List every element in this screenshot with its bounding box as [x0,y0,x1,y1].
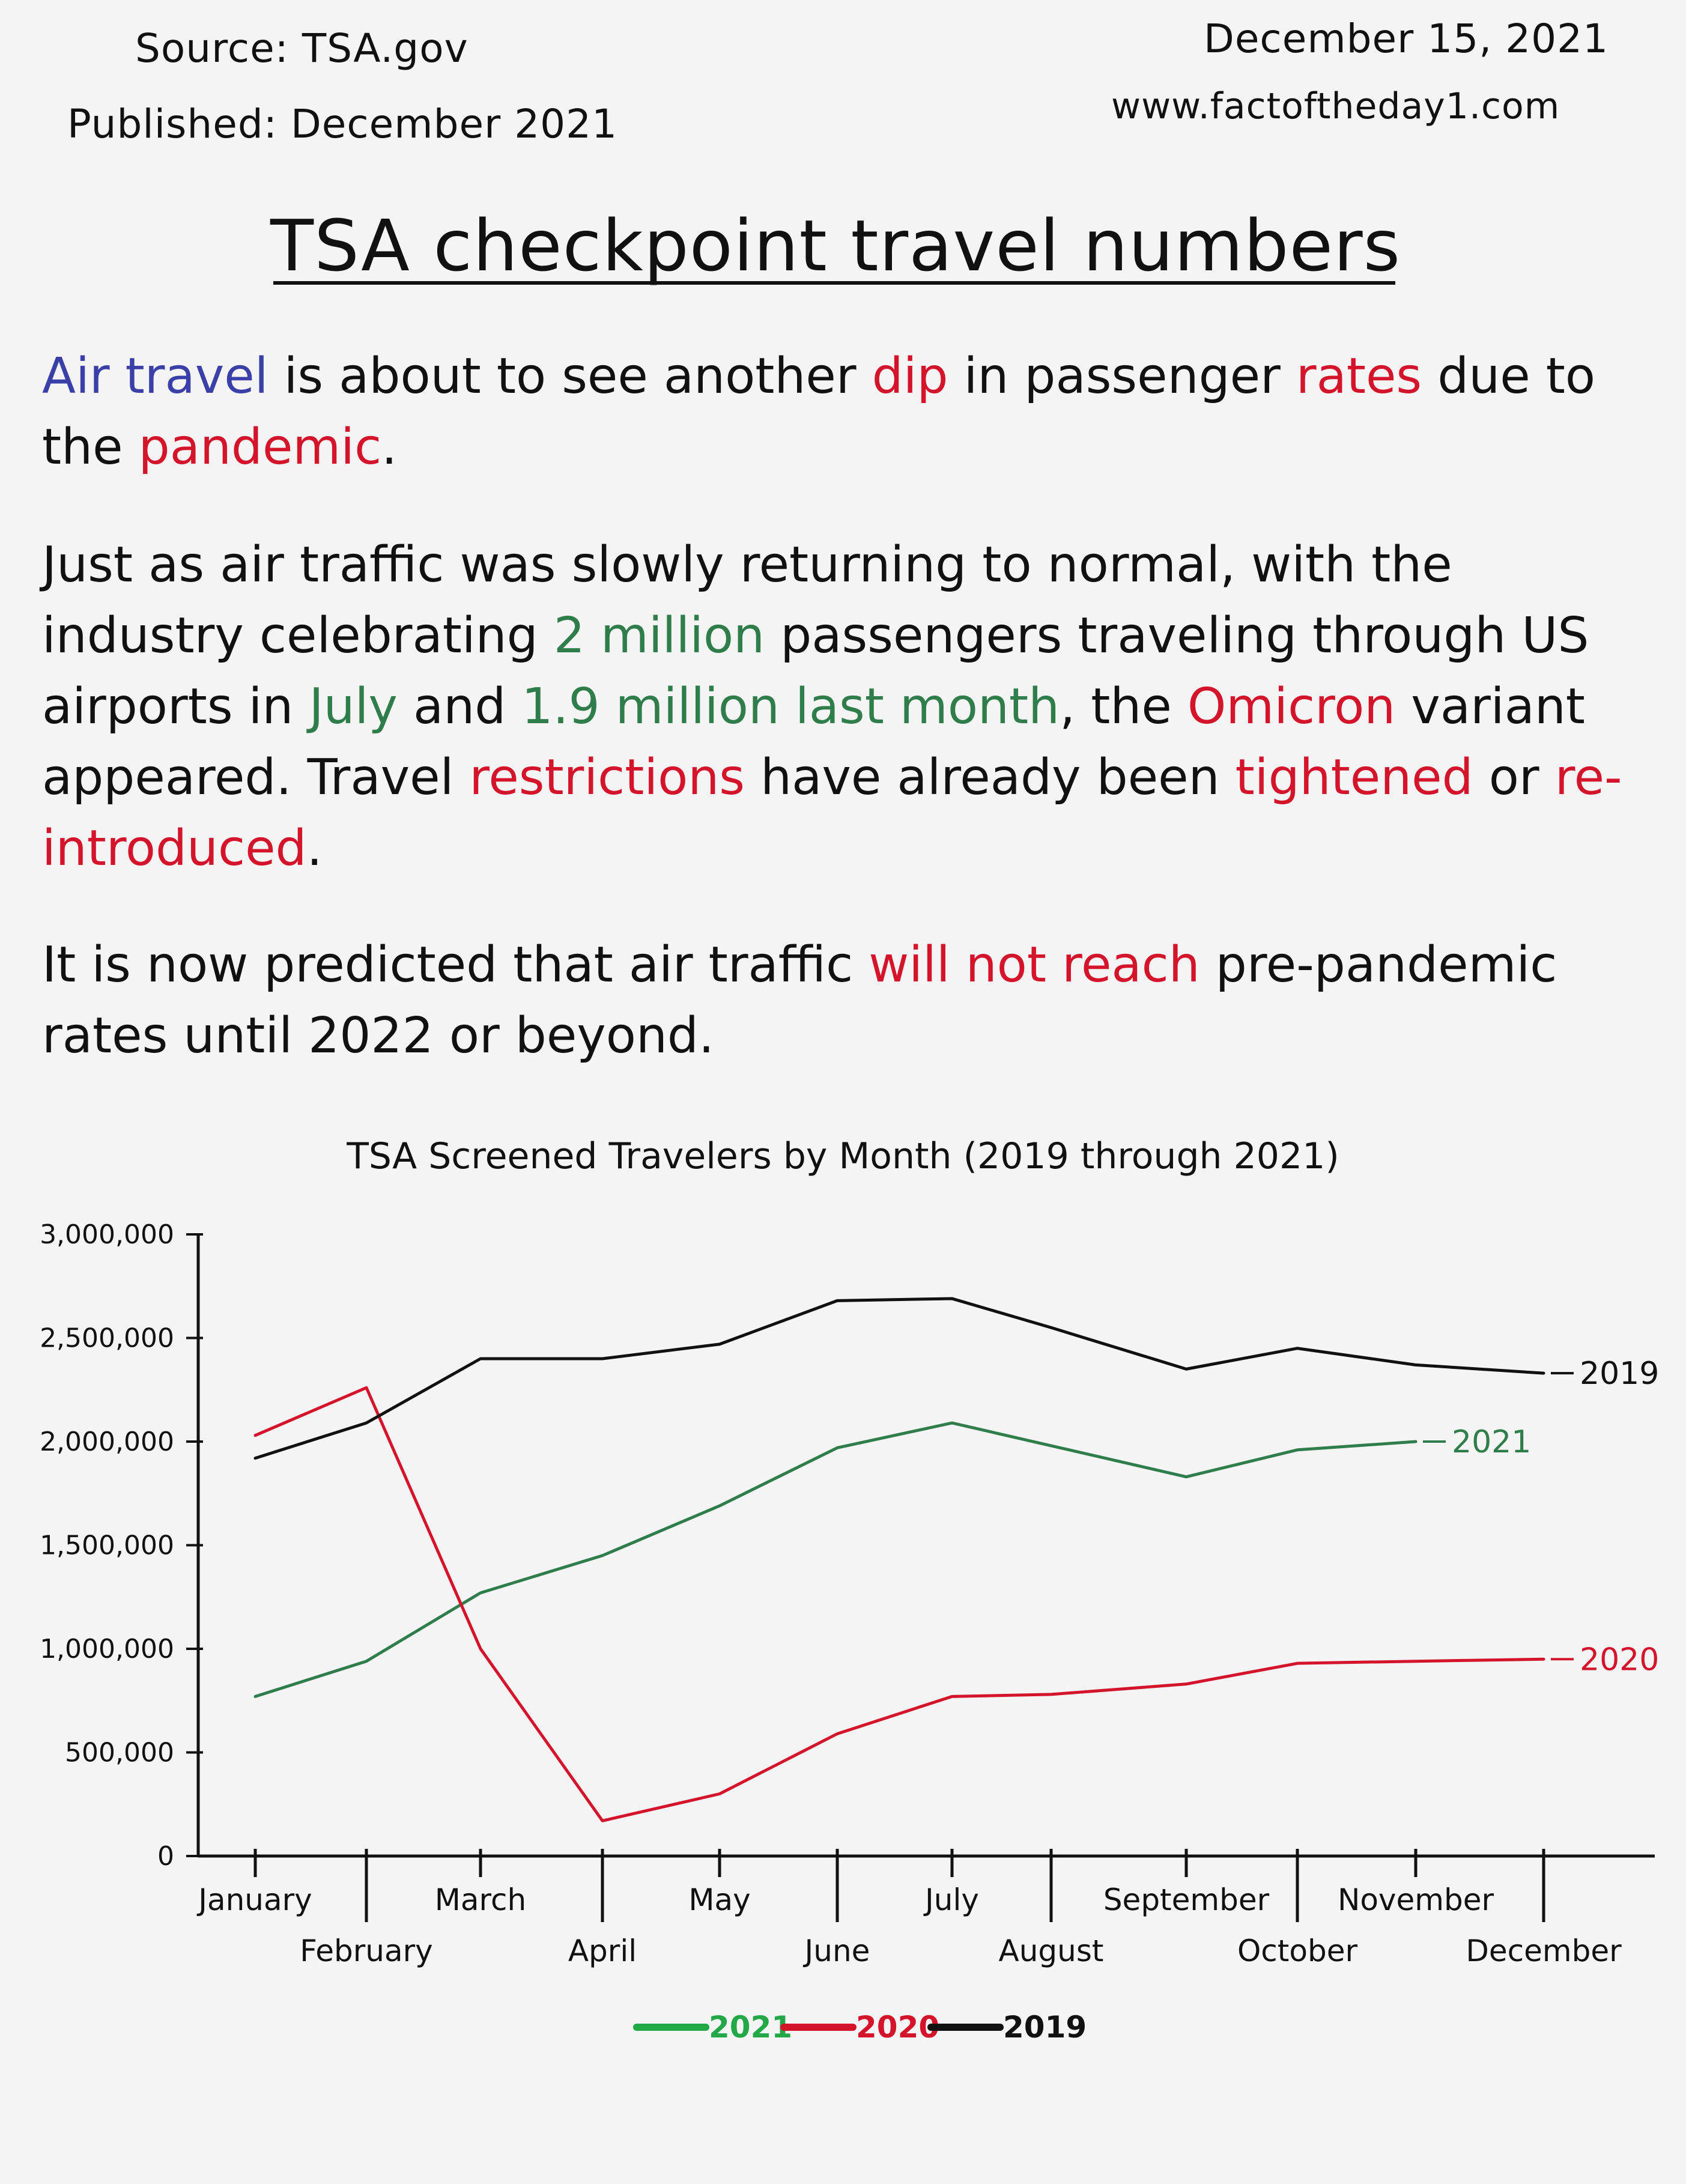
p2-segment-13: re-introduced [42,749,1622,877]
source-line: Source: TSA.gov [135,25,469,71]
p1-segment-4: rates [1296,348,1422,405]
title-underline [273,281,1395,285]
p1-segment-3: in passenger [948,348,1296,405]
website-line[interactable]: www.factoftheday1.com [1111,85,1560,127]
p2-segment-8: variant appeared. Travel [42,678,1585,806]
legend-label-2021: 2021 [709,2010,792,2045]
paragraph-details: Just as air traffic was slowly returning… [42,530,1640,884]
p2-segment-2: passengers traveling through US airports… [42,607,1589,735]
p2-segment-12: or [1473,749,1555,806]
paragraph-prediction: It is now predicted that air traffic wil… [42,930,1640,1072]
p2-segment-0: Just as air traffic was slowly returning… [42,536,1452,664]
x-tick-label: October [1237,1934,1358,1968]
y-tick-label: 1,500,000 [40,1530,174,1561]
p2-segment-1: 2 million [553,607,765,664]
x-tick-label: August [999,1934,1104,1968]
p2-segment-14: . [306,820,323,877]
p1-segment-0: Air travel [42,348,268,405]
x-tick-label: May [688,1882,750,1917]
p3-segment-2: pre-pandemic rates until 2022 or beyond. [42,936,1557,1064]
x-tick-label: September [1103,1882,1270,1917]
x-tick-label: January [196,1882,312,1917]
p1-segment-7: . [381,419,398,476]
paragraph-intro: Air travel is about to see another dip i… [42,341,1640,483]
x-tick-label: December [1466,1934,1622,1968]
x-tick-label: March [435,1882,526,1917]
series-end-label-2020: 2020 [1580,1642,1659,1678]
p2-segment-5: 1.9 million last month [521,678,1060,735]
x-tick-label: July [923,1882,979,1917]
p2-segment-6: , the [1060,678,1187,735]
page-title-wrap: TSA checkpoint travel numbers [270,204,1401,287]
x-tick-label: June [803,1934,870,1968]
p1-segment-1: is about to see another [268,348,872,405]
p2-segment-11: tightened [1235,749,1473,806]
series-line-2020 [253,1386,1545,1822]
x-tick-label: February [300,1934,433,1968]
p3-segment-0: It is now predicted that air traffic [42,936,869,993]
x-tick-label: November [1338,1882,1494,1917]
y-tick-label: 1,000,000 [40,1634,174,1664]
series-end-label-2021: 2021 [1452,1424,1531,1460]
page-title: TSA checkpoint travel numbers [270,204,1401,287]
y-tick-label: 2,500,000 [40,1323,174,1354]
p2-segment-7: Omicron [1187,678,1396,735]
series-line-2021 [253,1421,1418,1698]
series-end-label-2019: 2019 [1580,1356,1659,1392]
y-tick-label: 500,000 [65,1738,174,1768]
legend-label-2020: 2020 [856,2010,939,2045]
p2-segment-4: and [397,678,522,735]
date-line: December 15, 2021 [1204,16,1609,62]
series-line-2019 [253,1297,1545,1460]
y-tick-label: 3,000,000 [40,1219,174,1250]
y-tick-label: 2,000,000 [40,1427,174,1457]
p1-segment-5: due to the [42,348,1596,476]
p2-segment-9: restrictions [469,749,745,806]
p3-segment-1: will not reach [869,936,1200,993]
y-tick-label: 0 [157,1841,174,1872]
p1-segment-2: dip [872,348,948,405]
p1-segment-6: pandemic [138,419,382,476]
chart-title: TSA Screened Travelers by Month (2019 th… [347,1135,1339,1177]
published-line: Published: December 2021 [67,101,618,147]
p2-segment-3: July [309,678,398,735]
x-tick-label: April [568,1934,637,1968]
p2-segment-10: have already been [745,749,1236,806]
legend-label-2019: 2019 [1003,2010,1087,2045]
